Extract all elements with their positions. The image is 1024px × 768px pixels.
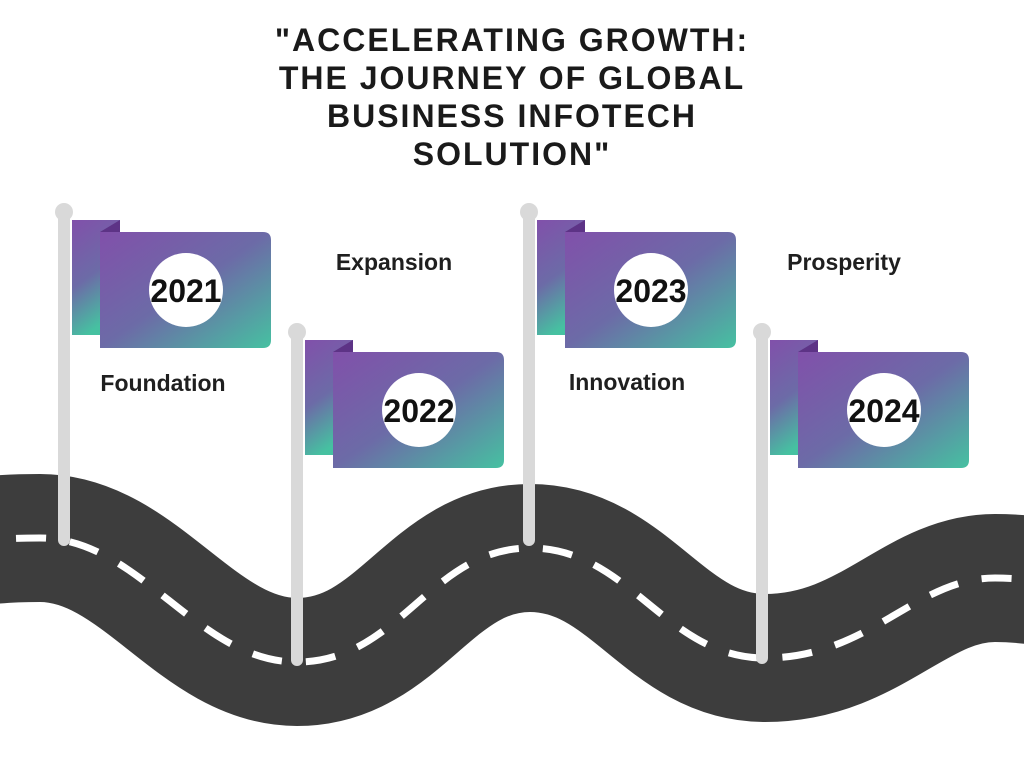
- milestone-label-foundation: Foundation: [100, 370, 225, 396]
- flag-fold: [798, 340, 818, 352]
- title-line: THE JOURNEY OF GLOBAL: [278, 60, 746, 96]
- year-badge: [847, 373, 921, 447]
- milestone-flag-2021: 2021: [72, 220, 271, 348]
- flag-fold: [565, 220, 585, 232]
- flag-pole-2024: [753, 323, 771, 664]
- road-center-dashes: [0, 534, 1024, 666]
- road: [0, 473, 1024, 727]
- milestone-flag-2024: 2024: [770, 340, 969, 468]
- year-text: 2023: [615, 273, 686, 309]
- flag-fold: [100, 220, 120, 232]
- pole-finial: [520, 203, 538, 221]
- year-badge: [149, 253, 223, 327]
- year-text: 2024: [848, 393, 919, 429]
- year-badge: [382, 373, 456, 447]
- pole-finial: [288, 323, 306, 341]
- milestone-flag-2022: 2022: [305, 340, 504, 468]
- flag-pole-2023: [520, 203, 538, 546]
- year-badge: [614, 253, 688, 327]
- flag-pole-2021: [55, 203, 73, 546]
- title-line: BUSINESS INFOTECH: [326, 98, 698, 134]
- year-text: 2022: [383, 393, 454, 429]
- milestone-flag-2023: 2023: [537, 220, 736, 348]
- flag-fold: [333, 340, 353, 352]
- year-text: 2021: [150, 273, 221, 309]
- title-line: SOLUTION": [412, 136, 612, 172]
- flag-pole-2022: [288, 323, 306, 666]
- milestone-label-prosperity: Prosperity: [787, 249, 901, 275]
- pole-finial: [753, 323, 771, 341]
- title-line: "ACCELERATING GROWTH:: [274, 22, 750, 58]
- pole-finial: [55, 203, 73, 221]
- milestone-label-expansion: Expansion: [336, 249, 452, 275]
- road-surface: [0, 473, 1024, 727]
- page-title: "ACCELERATING GROWTH: THE JOURNEY OF GLO…: [0, 21, 1024, 173]
- milestone-label-innovation: Innovation: [569, 369, 685, 395]
